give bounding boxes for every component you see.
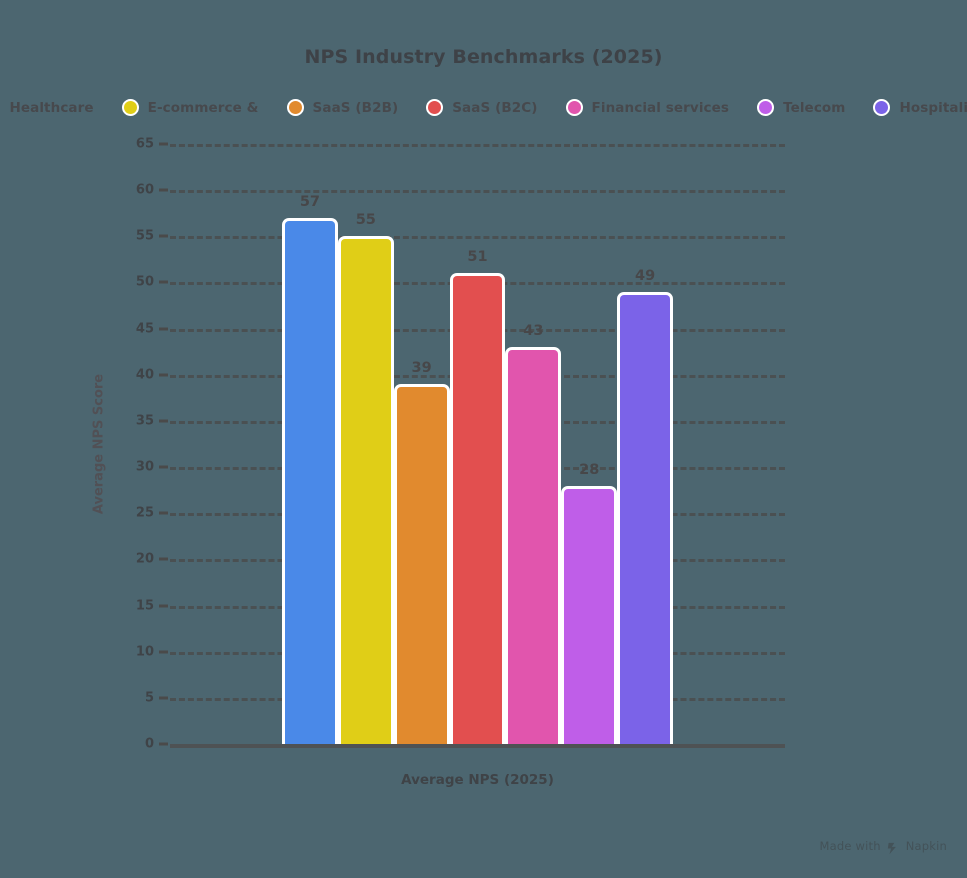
bar-value-label: 39 [411, 360, 432, 376]
y-tick-label: 65 [135, 136, 154, 152]
y-tick-mark [159, 327, 168, 331]
y-tick-mark [159, 465, 168, 469]
legend-swatch-icon [121, 99, 139, 116]
bar-slot: 57 [282, 144, 338, 744]
y-tick-mark [159, 650, 168, 654]
chart-title: NPS Industry Benchmarks (2025) [304, 46, 663, 68]
bar[interactable]: 55 [337, 212, 394, 744]
chart-legend: Healthcare E-commerce & SaaS (B2B) SaaS (B2… [0, 99, 967, 116]
bar-value-label: 43 [523, 323, 544, 340]
y-tick-mark [159, 234, 168, 238]
bar-slot: 55 [337, 144, 394, 744]
y-tick-mark [159, 696, 168, 700]
bar-slot: 51 [449, 144, 506, 744]
y-tick-label: 5 [144, 690, 154, 706]
legend-item[interactable]: E-commerce & [121, 99, 259, 116]
y-tick-label: 45 [135, 321, 154, 337]
bar[interactable]: 39 [393, 360, 450, 744]
bar-value-label: 28 [579, 461, 600, 478]
legend-item[interactable]: Healthcare [0, 99, 94, 116]
y-tick-label: 15 [135, 598, 154, 614]
axis-baseline [170, 744, 785, 748]
watermark: Made with Napkin [819, 839, 948, 854]
x-axis-title: Average NPS (2025) [401, 772, 554, 788]
legend-item[interactable]: SaaS (B2C) [426, 99, 537, 116]
bar-slot: 28 [561, 144, 618, 744]
legend-swatch-icon [426, 99, 444, 116]
y-tick-label: 25 [135, 505, 154, 521]
bar-slot: 39 [393, 144, 450, 744]
bar[interactable]: 28 [561, 462, 618, 744]
y-tick-label: 30 [135, 459, 154, 475]
y-tick-label: 20 [135, 551, 154, 567]
plot-area: 65 60 55 50 45 40 35 30 25 20 15 10 5 0 57 55 39 51 43 28 4… [136, 137, 785, 752]
y-tick-mark [159, 373, 168, 377]
legend-swatch-icon [873, 99, 891, 116]
y-tick-mark [159, 604, 168, 608]
y-tick-label: 0 [144, 736, 154, 752]
legend-item[interactable]: Hospitality [873, 99, 967, 116]
legend-item-label: Financial services [591, 99, 730, 116]
y-tick-label: 55 [135, 228, 154, 244]
legend-item-label: Healthcare [9, 99, 94, 116]
y-tick-mark [159, 511, 168, 515]
legend-item-label: SaaS (B2B) [312, 99, 399, 116]
y-tick-mark [159, 280, 168, 284]
legend-item[interactable]: Telecom [757, 99, 845, 116]
y-tick-mark [159, 142, 168, 146]
legend-item[interactable]: Financial services [565, 99, 730, 116]
y-tick-mark [159, 557, 168, 561]
bar-slot: 49 [617, 144, 674, 744]
bar-value-label: 51 [467, 249, 488, 266]
bar[interactable]: 51 [449, 249, 506, 744]
y-tick-label: 35 [135, 413, 154, 429]
y-axis-title: Average NPS Score [91, 373, 107, 515]
napkin-logo-icon [887, 840, 900, 854]
watermark-text: Made with [819, 839, 881, 853]
legend-item-label: E-commerce & [147, 99, 259, 116]
y-tick-label: 50 [135, 274, 154, 290]
bar-value-label: 57 [299, 193, 321, 210]
y-tick-mark [159, 419, 168, 423]
legend-item-label: Telecom [783, 99, 846, 116]
legend-item-label: Hospitality [899, 99, 967, 116]
bar-value-label: 49 [634, 267, 656, 284]
bar[interactable]: 43 [505, 323, 562, 744]
y-tick-label: 60 [135, 182, 154, 198]
y-tick-mark [159, 188, 168, 192]
bar-group: 57 55 39 51 43 28 49 [170, 144, 785, 744]
legend-swatch-icon [286, 99, 304, 116]
bar[interactable]: 57 [282, 194, 338, 744]
bar-value-label: 55 [355, 212, 376, 229]
watermark-brand: Napkin [905, 839, 947, 853]
y-tick-label: 10 [135, 644, 154, 660]
legend-item-label: SaaS (B2C) [452, 99, 538, 116]
legend-swatch-icon [565, 99, 583, 116]
bar-slot: 43 [505, 144, 562, 744]
legend-item[interactable]: SaaS (B2B) [286, 99, 399, 116]
bar[interactable]: 49 [617, 268, 674, 744]
legend-swatch-icon [757, 99, 775, 116]
y-tick-label: 40 [135, 367, 154, 383]
y-tick-mark [159, 742, 168, 746]
